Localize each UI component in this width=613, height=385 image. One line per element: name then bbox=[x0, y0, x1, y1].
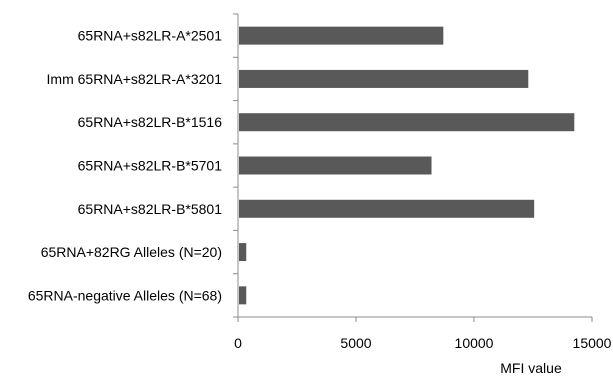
bar bbox=[239, 156, 432, 175]
category-label: 65RNA-negative Alleles (N=68) bbox=[28, 287, 222, 303]
bar bbox=[239, 26, 444, 45]
x-tick-labels: 0 5000 10000 15000 bbox=[234, 335, 612, 351]
bars-layer bbox=[239, 26, 575, 305]
x-axis-title: MFI value bbox=[500, 360, 562, 376]
bar bbox=[239, 113, 575, 132]
category-label: 65RNA+82RG Alleles (N=20) bbox=[41, 244, 222, 260]
bar bbox=[239, 243, 247, 262]
axes-layer bbox=[233, 13, 593, 322]
bar bbox=[239, 286, 247, 305]
category-labels: 65RNA+s82LR-A*2501 Imm 65RNA+s82LR-A*3201… bbox=[28, 28, 222, 304]
x-tick-label: 0 bbox=[234, 335, 242, 351]
category-label: 65RNA+s82LR-B*5801 bbox=[78, 201, 223, 217]
category-label: Imm 65RNA+s82LR-A*3201 bbox=[47, 71, 223, 87]
x-tick-label: 15000 bbox=[573, 335, 612, 351]
category-label: 65RNA+s82LR-A*2501 bbox=[78, 28, 223, 44]
bar bbox=[239, 199, 535, 218]
bar bbox=[239, 69, 529, 88]
category-label: 65RNA+s82LR-B*1516 bbox=[78, 114, 223, 130]
category-label: 65RNA+s82LR-B*5701 bbox=[78, 158, 223, 174]
x-tick-label: 10000 bbox=[455, 335, 494, 351]
x-tick-label: 5000 bbox=[340, 335, 371, 351]
